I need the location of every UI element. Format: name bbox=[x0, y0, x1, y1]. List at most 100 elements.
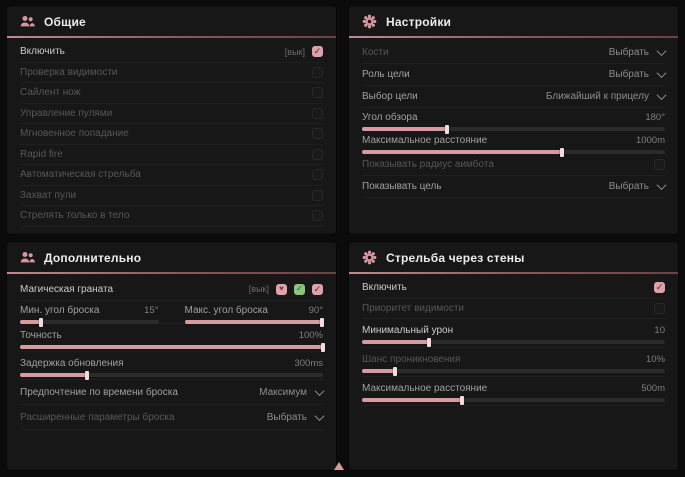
chevron-down-icon bbox=[314, 385, 325, 396]
header-rule bbox=[7, 272, 336, 274]
dropdown-value: Ближайший к прицелу bbox=[545, 91, 649, 102]
slider-label: Макс. угол броска bbox=[184, 305, 268, 316]
target-select-dropdown[interactable]: Ближайший к прицелу bbox=[545, 90, 667, 102]
checkbox-label: Магическая граната bbox=[20, 283, 114, 295]
row-advanced-throw: Расширенные параметры броска Выбрать bbox=[20, 405, 325, 430]
check-icon: ✓ bbox=[313, 46, 322, 57]
walls-max-distance-slider[interactable] bbox=[362, 395, 665, 405]
checkbox-label: Управление пулями bbox=[20, 107, 113, 119]
slider-label: Шанс проникновения bbox=[362, 354, 461, 365]
slider-thumb[interactable] bbox=[426, 337, 431, 347]
dropdown-value: Максимум bbox=[259, 386, 307, 398]
heart-icon[interactable]: ♥ bbox=[276, 283, 287, 295]
bullet-control-checkbox[interactable] bbox=[312, 107, 323, 119]
checkbox-label: Стрелять только в тело bbox=[20, 210, 130, 222]
show-radius-checkbox[interactable] bbox=[654, 159, 665, 170]
panel-general-header: Общие bbox=[7, 6, 336, 36]
header-rule bbox=[7, 36, 336, 38]
update-delay-slider[interactable] bbox=[20, 370, 323, 380]
row-magic-grenade: Магическая граната [вык] ♥ ✓ ✓ bbox=[20, 278, 323, 301]
slider-thumb[interactable] bbox=[319, 317, 324, 327]
advanced-throw-dropdown[interactable]: Выбрать bbox=[267, 410, 325, 423]
row-target-role: Роль цели Выбрать bbox=[362, 64, 667, 86]
row-enable: Включить [вык] ✓ bbox=[20, 42, 323, 63]
auto-fire-checkbox[interactable] bbox=[312, 169, 323, 181]
cursor-indicator bbox=[334, 462, 344, 470]
target-role-dropdown[interactable]: Выбрать bbox=[608, 68, 667, 80]
walls-enable-checkbox[interactable]: ✓ bbox=[654, 282, 665, 294]
accuracy-slider[interactable] bbox=[20, 342, 325, 352]
dropdown-label: Роль цели bbox=[362, 69, 410, 80]
gear-icon bbox=[362, 250, 377, 265]
dropdown-label: Выбор цели bbox=[362, 91, 418, 102]
bind-check-icon[interactable]: ✓ bbox=[294, 283, 305, 295]
slider-value: 500m bbox=[641, 383, 665, 394]
penetration-chance-slider[interactable] bbox=[362, 366, 665, 376]
row-max-angle: Макс. угол броска 90° bbox=[184, 301, 324, 327]
rapid-fire-checkbox[interactable] bbox=[312, 148, 323, 160]
slider-thumb[interactable] bbox=[393, 366, 398, 376]
body-only-checkbox[interactable] bbox=[312, 210, 323, 222]
row-min-angle: Мин. угол броска 15° bbox=[20, 301, 159, 327]
slider-value: 10% bbox=[645, 354, 665, 365]
row-throw-time: Предпочтение по времени броска Максимум bbox=[20, 380, 325, 405]
header-rule bbox=[349, 36, 678, 38]
check-icon: ✓ bbox=[313, 283, 322, 294]
slider-value: 300ms bbox=[294, 358, 323, 369]
slider-label: Угол обзора bbox=[362, 112, 418, 123]
row-bullet-capture: Захват пули bbox=[20, 186, 323, 206]
slider-thumb[interactable] bbox=[84, 370, 89, 380]
chevron-down-icon bbox=[656, 68, 667, 79]
slider-label: Задержка обновления bbox=[20, 358, 124, 369]
dropdown-value: Выбрать bbox=[608, 69, 649, 80]
row-show-target: Показывать цель Выбрать bbox=[362, 176, 667, 198]
instant-hit-checkbox[interactable] bbox=[312, 128, 323, 140]
users-icon bbox=[20, 250, 35, 265]
show-target-dropdown[interactable]: Выбрать bbox=[608, 180, 667, 192]
panel-wallshoot-header: Стрельба через стены bbox=[349, 242, 678, 272]
slider-value: 100% bbox=[298, 330, 323, 341]
slider-value: 1000m bbox=[635, 135, 665, 146]
slider-thumb[interactable] bbox=[321, 342, 325, 352]
panel-title: Настройки bbox=[386, 14, 452, 29]
min-angle-slider[interactable] bbox=[20, 317, 159, 327]
slider-thumb[interactable] bbox=[444, 124, 449, 134]
panel-title: Стрельба через стены bbox=[386, 250, 525, 265]
throw-time-dropdown[interactable]: Максимум bbox=[259, 385, 325, 398]
slider-thumb[interactable] bbox=[38, 317, 43, 327]
dropdown-value: Выбрать bbox=[608, 181, 649, 192]
panel-additional-header: Дополнительно bbox=[7, 242, 336, 272]
visibility-check-checkbox[interactable] bbox=[312, 66, 323, 78]
slider-value: 180° bbox=[645, 112, 665, 123]
menu-grid: Общие Включить [вык] ✓ Проверка видимост… bbox=[7, 6, 678, 470]
magic-grenade-checkbox[interactable]: ✓ bbox=[312, 283, 323, 295]
panel-general: Общие Включить [вык] ✓ Проверка видимост… bbox=[7, 6, 336, 234]
row-visibility-priority: Приоритет видимости bbox=[362, 299, 665, 319]
chevron-down-icon bbox=[656, 46, 667, 57]
panel-settings-header: Настройки bbox=[349, 6, 678, 36]
dropdown-value: Выбрать bbox=[608, 47, 649, 58]
visibility-priority-checkbox[interactable] bbox=[654, 302, 665, 314]
row-bullet-control: Управление пулями bbox=[20, 104, 323, 124]
bullet-capture-checkbox[interactable] bbox=[312, 189, 323, 201]
chevron-down-icon bbox=[656, 180, 667, 191]
slider-thumb[interactable] bbox=[559, 147, 564, 157]
bones-dropdown[interactable]: Выбрать bbox=[608, 46, 667, 58]
checkbox-label: Показывать радиус аимбота bbox=[362, 159, 494, 170]
min-damage-slider[interactable] bbox=[362, 337, 665, 347]
row-walls-max-distance: Максимальное расстояние 500m bbox=[362, 377, 665, 406]
max-angle-slider[interactable] bbox=[184, 317, 324, 327]
dropdown-label: Расширенные параметры броска bbox=[20, 411, 175, 423]
silent-knife-checkbox[interactable] bbox=[312, 87, 323, 99]
fov-slider[interactable] bbox=[362, 124, 665, 134]
header-rule bbox=[349, 272, 678, 274]
row-min-damage: Минимальный урон 10 bbox=[362, 319, 665, 348]
checkbox-label: Включить bbox=[20, 46, 65, 58]
row-visibility-check: Проверка видимости bbox=[20, 63, 323, 83]
slider-thumb[interactable] bbox=[459, 395, 464, 405]
panel-settings: Настройки Кости Выбрать Роль цели Выбрат… bbox=[349, 6, 678, 234]
max-distance-slider[interactable] bbox=[362, 147, 665, 157]
enable-checkbox[interactable]: ✓ bbox=[312, 46, 323, 58]
slider-label: Максимальное расстояние bbox=[362, 383, 488, 394]
dropdown-label: Кости bbox=[362, 47, 389, 58]
